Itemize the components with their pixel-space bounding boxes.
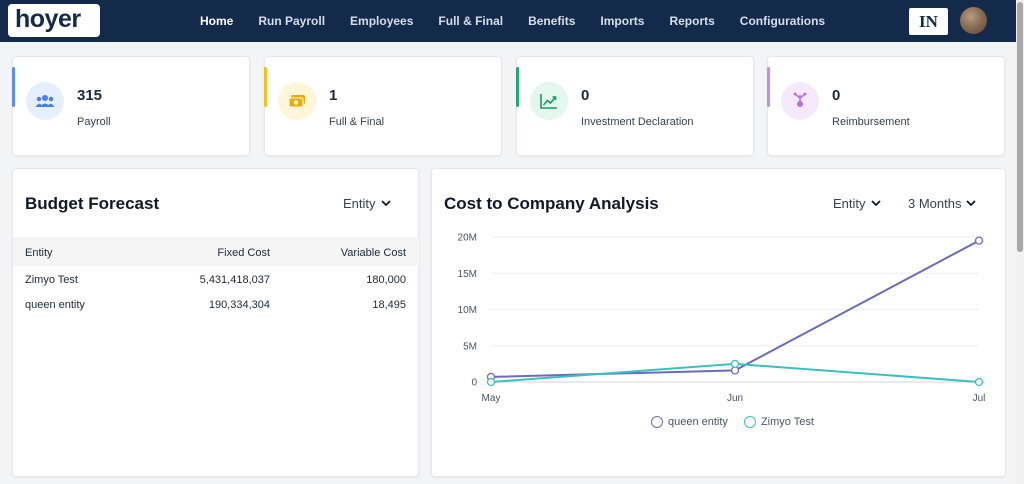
chevron-down-icon (380, 200, 391, 207)
column-header-fixed-cost: Fixed Cost (217, 247, 270, 259)
ctc-analysis-panel: Cost to Company Analysis Entity 3 Months… (431, 168, 1006, 477)
ctc-title: Cost to Company Analysis (444, 194, 659, 213)
money-icon (278, 82, 316, 120)
stat-label: Full & Final (329, 116, 385, 128)
stat-accent-bar (767, 67, 770, 107)
page-scrollbar[interactable] (1016, 0, 1024, 484)
data-point (974, 236, 984, 245)
cell-variable-cost: 180,000 (366, 274, 406, 286)
y-tick-label: 0 (471, 378, 477, 389)
ctc-line-chart: 0 5M 10M 15M 20M May Jun Jul (458, 233, 986, 405)
y-tick-label: 10M (458, 305, 477, 316)
stat-label: Reimbursement (832, 116, 910, 128)
budget-table-header (13, 237, 419, 266)
nav-reports[interactable]: Reports (669, 14, 715, 28)
nav-full-and-final[interactable]: Full & Final (438, 14, 504, 28)
main-nav: Home Run Payroll Employees Full & Final … (200, 0, 850, 42)
series-line-queen-entity (490, 239, 980, 378)
nav-run-payroll[interactable]: Run Payroll (258, 14, 326, 28)
legend-marker-zimyo-test (743, 416, 756, 428)
nav-employees[interactable]: Employees (350, 14, 414, 28)
cell-variable-cost: 18,495 (372, 299, 406, 311)
stat-card-investment-declaration[interactable]: 0 Investment Declaration (516, 56, 754, 156)
stat-card-reimbursement[interactable]: 0 Reimbursement (767, 56, 1005, 156)
nav-configurations[interactable]: Configurations (739, 14, 826, 28)
ctc-period-dropdown[interactable]: 3 Months (908, 196, 977, 211)
nav-imports[interactable]: Imports (600, 14, 645, 28)
user-avatar[interactable] (960, 7, 987, 34)
data-point (730, 359, 740, 369)
data-point (486, 377, 496, 387)
budget-forecast-panel: Budget Forecast Entity Entity Fixed Cost… (12, 168, 419, 477)
stat-value: 315 (77, 87, 103, 104)
stat-accent-bar (264, 67, 267, 107)
brand-logo-text: hoyer (15, 5, 81, 33)
stat-accent-bar (12, 67, 15, 107)
stat-accent-bar (516, 67, 519, 107)
nav-home[interactable]: Home (200, 14, 234, 28)
x-tick-label: Jun (727, 393, 743, 404)
x-tick-label: May (482, 393, 501, 404)
column-header-entity: Entity (25, 247, 53, 259)
y-tick-label: 20M (458, 233, 477, 244)
country-badge[interactable]: IN (909, 8, 948, 35)
column-header-variable-cost: Variable Cost (340, 247, 406, 259)
stat-value: 1 (329, 87, 338, 104)
scrollbar-thumb[interactable] (1017, 2, 1023, 252)
dropdown-label: Entity (343, 196, 376, 211)
users-icon (26, 82, 64, 120)
budget-forecast-title: Budget Forecast (25, 194, 160, 213)
stat-label: Payroll (77, 116, 111, 128)
stat-value: 0 (832, 87, 841, 104)
legend-marker-queen-entity (651, 416, 663, 428)
cell-entity: Zimyo Test (25, 274, 78, 286)
cell-fixed-cost: 5,431,418,037 (199, 274, 270, 286)
x-tick-label: Jul (973, 393, 986, 404)
chart-legend: queen entity Zimyo Test (651, 416, 814, 428)
nav-benefits[interactable]: Benefits (528, 14, 576, 28)
stat-card-payroll[interactable]: 315 Payroll (12, 56, 250, 156)
legend-label-zimyo-test[interactable]: Zimyo Test (760, 416, 814, 428)
budget-entity-dropdown[interactable]: Entity (343, 196, 391, 211)
stat-label: Investment Declaration (581, 116, 694, 128)
stat-value: 0 (581, 87, 590, 104)
receipt-hand-icon (781, 82, 819, 120)
y-tick-label: 5M (463, 341, 477, 352)
cell-fixed-cost: 190,334,304 (208, 299, 270, 311)
dropdown-label: 3 Months (908, 196, 962, 211)
y-tick-label: 15M (458, 269, 477, 280)
stat-card-full-and-final[interactable]: 1 Full & Final (264, 56, 502, 156)
chevron-down-icon (966, 200, 977, 207)
top-nav-bar: hoyer Home Run Payroll Employees Full & … (0, 0, 1016, 42)
cell-entity: queen entity (25, 299, 85, 311)
dropdown-label: Entity (833, 196, 866, 211)
data-point (974, 377, 984, 387)
chevron-down-icon (870, 200, 881, 207)
trend-chart-icon (530, 82, 568, 120)
legend-label-queen-entity[interactable]: queen entity (668, 416, 728, 428)
brand-logo[interactable]: hoyer (8, 4, 100, 37)
ctc-entity-dropdown[interactable]: Entity (833, 196, 881, 211)
